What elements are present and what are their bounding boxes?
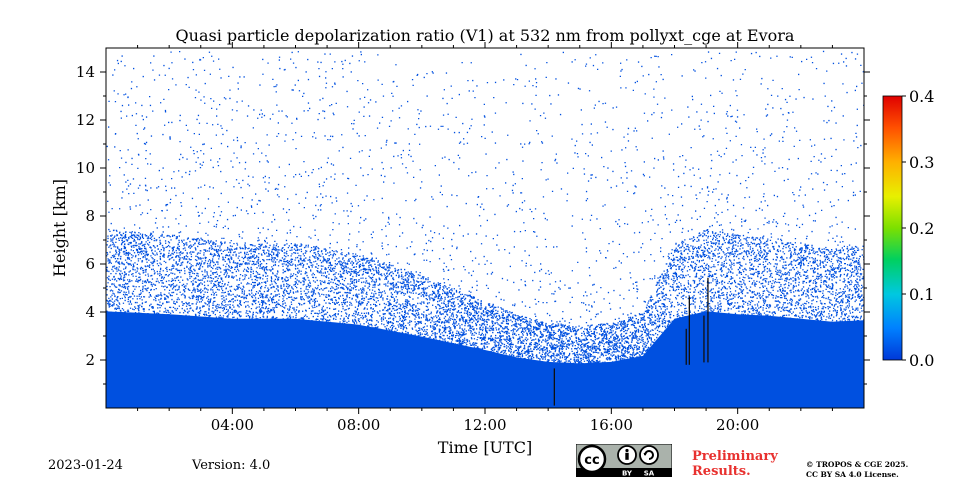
y-tick-label: 4 [85, 303, 95, 321]
cc-sa-text: SA [644, 470, 655, 478]
y-axis: 2 4 6 8 10 12 14 [76, 63, 870, 385]
colorbar-tick-label: 0.2 [909, 219, 934, 238]
plot-area [106, 48, 864, 408]
y-tick-label: 8 [85, 207, 95, 225]
colorbar-tick-label: 0.3 [909, 153, 934, 172]
gap-stripe [685, 328, 687, 365]
license-line-2: CC BY SA 4.0 License. [806, 470, 899, 479]
y-tick-label: 14 [76, 63, 95, 81]
cc-icon: cc [577, 444, 607, 474]
gap-stripe [553, 368, 555, 406]
y-axis-label: Height [km] [50, 179, 69, 277]
y-tick-label: 12 [76, 111, 95, 129]
license-line-1: © TROPOS & CGE 2025. [806, 460, 909, 469]
aerosol-layer-fill [106, 311, 864, 408]
gap-stripe [703, 315, 705, 363]
y-tick-label: 2 [85, 351, 95, 369]
x-axis-label: Time [UTC] [438, 438, 532, 457]
colorbar-tick-label: 0.1 [909, 285, 934, 304]
x-tick-label: 04:00 [211, 416, 254, 434]
cc-by-text: BY [622, 470, 633, 478]
chart-title: Quasi particle depolarization ratio (V1)… [176, 26, 795, 45]
x-axis: 04:00 08:00 12:00 16:00 20:00 [137, 42, 833, 434]
gap-stripe [707, 277, 709, 363]
x-tick-label: 20:00 [716, 416, 759, 434]
preliminary-line-1: Preliminary [692, 449, 778, 464]
colorbar-ticks: 0.0 0.1 0.2 0.3 0.4 [902, 87, 934, 370]
attribution-icon [617, 445, 637, 465]
colorbar [882, 95, 903, 361]
cc-license-badge[interactable]: cc BY SA [576, 444, 672, 477]
version-label: Version: 4.0 [192, 458, 271, 473]
colorbar-tick-label: 0.4 [909, 87, 934, 106]
svg-text:cc: cc [584, 453, 599, 468]
preliminary-notice: Preliminary Results. [692, 449, 778, 479]
x-tick-label: 16:00 [590, 416, 633, 434]
y-tick-label: 6 [85, 255, 95, 273]
data-gaps [553, 277, 709, 406]
preliminary-line-2: Results. [692, 464, 751, 479]
y-tick-label: 10 [76, 159, 95, 177]
x-tick-label: 12:00 [463, 416, 506, 434]
colorbar-tick-label: 0.0 [909, 351, 934, 370]
license-notice: © TROPOS & CGE 2025. CC BY SA 4.0 Licens… [806, 460, 908, 480]
date-label: 2023-01-24 [48, 458, 123, 473]
x-tick-label: 08:00 [337, 416, 380, 434]
share-alike-icon [639, 445, 659, 465]
gap-stripe [688, 296, 690, 365]
